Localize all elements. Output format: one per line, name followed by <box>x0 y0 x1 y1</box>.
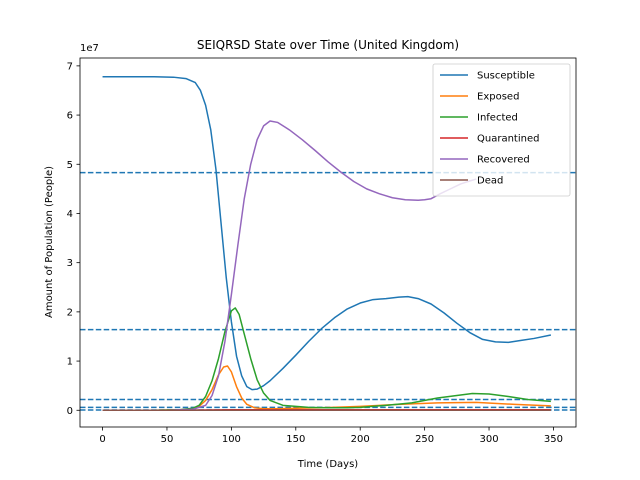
y-tick-label: 5 <box>67 160 73 171</box>
y-axis-label: Amount of Population (People) <box>44 166 55 318</box>
legend-label-infected: Infected <box>477 113 518 124</box>
legend-label-dead: Dead <box>477 176 503 187</box>
series-line-susceptible <box>102 75 552 391</box>
x-tick-label: 0 <box>99 434 105 445</box>
chart-title: SEIQRSD State over Time (United Kingdom) <box>197 38 459 52</box>
x-tick-label: 250 <box>415 434 434 445</box>
legend-label-recovered: Recovered <box>477 155 530 166</box>
x-tick-label: 350 <box>544 434 563 445</box>
y-tick-label: 0 <box>67 406 73 417</box>
axes: 0 50 100 150 200 250 300 350 0 1 2 3 4 5 6 7 <box>67 57 577 445</box>
legend-label-susceptible: Susceptible <box>477 71 535 82</box>
y-tick-label: 2 <box>67 307 73 318</box>
y-tick-label: 1 <box>67 357 73 368</box>
x-axis-label: Time (Days) <box>297 459 359 470</box>
y-axis-offset-label: 1e7 <box>80 43 99 54</box>
series-line-infected <box>102 307 551 412</box>
y-tick-label: 7 <box>67 61 73 72</box>
legend-label-exposed: Exposed <box>477 92 519 103</box>
legend: Susceptible Exposed Infected Quarantined Rec… <box>432 63 571 197</box>
x-tick-label: 200 <box>351 434 370 445</box>
x-tick-label: 100 <box>222 434 241 445</box>
plot-area <box>80 75 576 412</box>
legend-label-quarantined: Quarantined <box>477 134 539 145</box>
x-tick-label: 150 <box>286 434 305 445</box>
y-tick-label: 3 <box>67 258 73 269</box>
axes-frame <box>79 57 577 428</box>
y-tick-label: 4 <box>67 209 73 220</box>
legend-box <box>432 63 571 197</box>
y-tick-label: 6 <box>67 111 73 122</box>
x-tick-label: 300 <box>479 434 498 445</box>
x-tick-label: 50 <box>161 434 174 445</box>
series-line-recovered <box>102 120 477 412</box>
